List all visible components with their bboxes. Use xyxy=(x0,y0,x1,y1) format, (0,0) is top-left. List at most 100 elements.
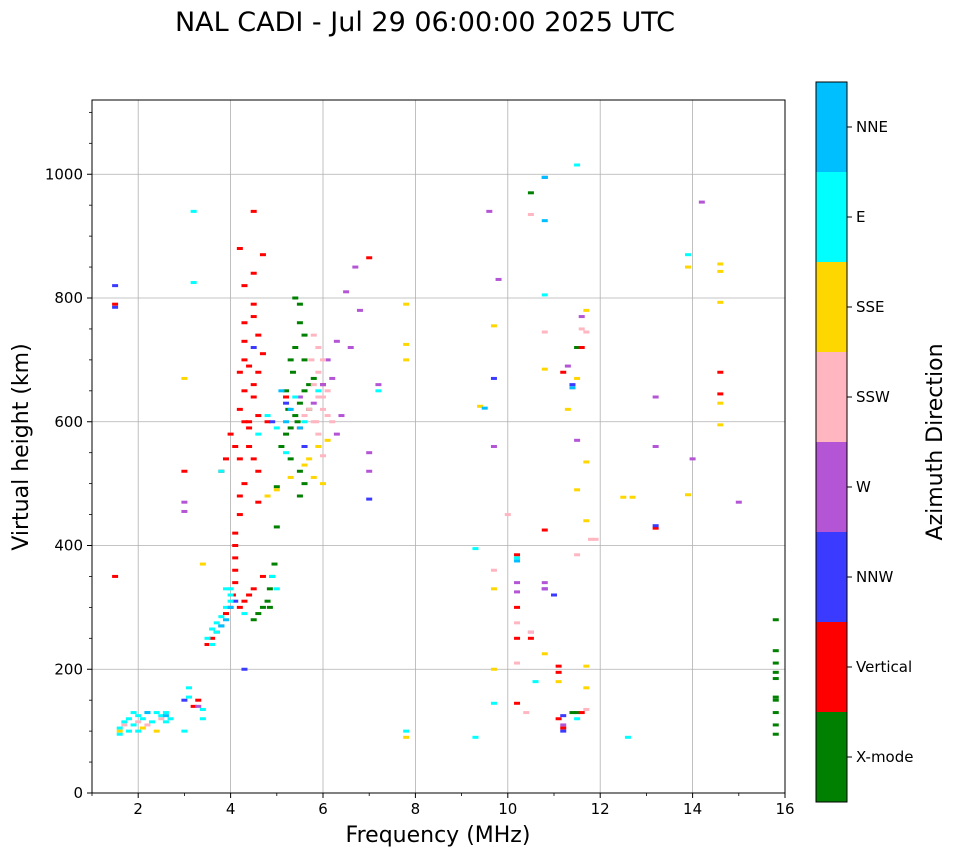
data-point xyxy=(555,717,562,721)
x-tick-label: 10 xyxy=(498,800,517,818)
data-point xyxy=(199,562,206,566)
data-point xyxy=(624,735,631,739)
data-point xyxy=(583,460,590,464)
data-point xyxy=(541,219,548,223)
data-point xyxy=(772,695,779,699)
data-point xyxy=(246,593,253,597)
data-point xyxy=(560,726,567,730)
data-point xyxy=(296,469,303,473)
data-point xyxy=(250,346,257,349)
series-e xyxy=(116,163,691,739)
data-marks xyxy=(112,163,779,739)
data-point xyxy=(698,200,705,204)
data-point xyxy=(135,714,142,718)
data-point xyxy=(587,537,594,541)
data-point xyxy=(772,732,779,736)
data-point xyxy=(241,389,248,393)
data-point xyxy=(278,445,285,448)
data-point xyxy=(560,723,567,727)
data-point xyxy=(218,469,225,473)
data-point xyxy=(356,308,363,312)
data-point xyxy=(199,717,206,721)
data-point xyxy=(236,605,243,609)
data-point xyxy=(273,525,280,529)
colorbar-segment xyxy=(816,262,847,352)
data-point xyxy=(232,599,239,603)
data-point xyxy=(329,376,336,380)
data-point xyxy=(472,735,479,739)
data-point xyxy=(310,475,317,479)
data-point xyxy=(320,407,326,411)
data-point xyxy=(541,652,548,656)
y-tick-label: 0 xyxy=(73,784,83,802)
data-point xyxy=(144,723,151,727)
data-point xyxy=(527,191,534,195)
data-point xyxy=(289,370,296,374)
data-point xyxy=(541,528,548,532)
data-point xyxy=(296,426,303,430)
data-point xyxy=(514,590,521,594)
data-point xyxy=(287,407,294,411)
data-point xyxy=(153,729,160,733)
data-point xyxy=(121,723,128,727)
data-point xyxy=(320,395,326,399)
data-point xyxy=(292,395,299,399)
data-point xyxy=(273,426,280,430)
data-point xyxy=(241,358,248,362)
y-tick-label: 400 xyxy=(54,537,83,555)
data-point xyxy=(403,729,410,733)
plot-background xyxy=(92,100,785,793)
data-point xyxy=(301,358,308,362)
data-point xyxy=(343,290,350,294)
data-point xyxy=(236,370,243,374)
data-point xyxy=(490,376,497,380)
data-point xyxy=(772,711,779,715)
data-point xyxy=(301,420,308,424)
x-axis-label: Frequency (MHz) xyxy=(346,823,531,848)
data-point xyxy=(292,346,299,349)
axis-ticks: 2 4 6 8 10 12 14 16 0 200 400 600 800 1000 xyxy=(45,111,795,818)
data-point xyxy=(195,704,202,708)
data-point xyxy=(255,469,262,473)
data-point xyxy=(333,432,340,436)
data-point xyxy=(264,599,271,603)
data-point xyxy=(772,670,779,674)
y-tick-label: 1000 xyxy=(45,165,83,183)
data-point xyxy=(514,636,521,640)
data-point xyxy=(583,519,590,523)
colorbar-tick-label: X-mode xyxy=(856,748,913,766)
data-point xyxy=(532,680,539,684)
data-point xyxy=(541,587,548,591)
data-point xyxy=(130,723,137,727)
colorbar-segment xyxy=(816,622,847,712)
data-point xyxy=(266,605,273,609)
data-point xyxy=(232,544,239,547)
data-point xyxy=(583,308,590,312)
colorbar-segment xyxy=(816,532,847,622)
data-point xyxy=(153,711,160,715)
data-point xyxy=(689,457,696,461)
data-point xyxy=(294,420,301,424)
data-point xyxy=(560,370,567,374)
data-point xyxy=(232,531,239,535)
series-sse xyxy=(116,262,724,739)
data-point xyxy=(583,330,590,334)
data-point xyxy=(181,376,188,380)
data-point xyxy=(255,432,262,436)
data-point xyxy=(250,315,257,319)
data-point xyxy=(135,720,142,724)
data-point xyxy=(564,364,571,368)
colorbar: X-mode Vertical NNW W SSW SSE E NNE xyxy=(815,81,913,803)
data-point xyxy=(255,414,262,418)
data-point xyxy=(403,342,410,346)
data-point xyxy=(717,370,724,374)
colorbar-tick-label: Vertical xyxy=(856,658,912,676)
data-point xyxy=(375,383,382,387)
data-point xyxy=(241,284,248,288)
data-point xyxy=(259,574,266,578)
data-point xyxy=(296,494,303,498)
x-tick-label: 12 xyxy=(591,800,610,818)
data-point xyxy=(684,265,691,269)
data-point xyxy=(578,315,585,319)
data-point xyxy=(320,358,326,362)
